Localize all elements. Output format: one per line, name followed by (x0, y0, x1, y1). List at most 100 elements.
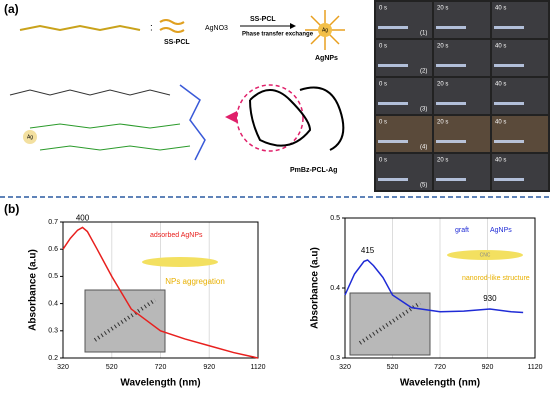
cnc-label: CNC (480, 252, 491, 258)
annotation: NPs aggregation (165, 277, 225, 286)
y-tick-label: 0.4 (330, 285, 340, 292)
x-tick-label: 920 (482, 364, 494, 371)
y-tick-label: 0.5 (330, 215, 340, 222)
composite-label: PmBz-PCL-Ag (290, 167, 337, 174)
vial-glow (494, 102, 524, 105)
x-tick-label: 320 (339, 364, 351, 371)
y-tick-label: 0.6 (48, 246, 58, 253)
photo-row-label: (1) (420, 31, 427, 37)
photo-time: 0 s (379, 44, 387, 50)
ss-pcl-chain (19, 24, 141, 32)
ag-core (23, 130, 37, 144)
y-axis-label: Absorbance (a.u) (28, 249, 39, 331)
photo-grid: 0 s 20 s 40 s (1) 0 s 20 s 40 s (2) 0 s 20 s 40 s (… (374, 0, 550, 192)
y-tick-label: 0.7 (48, 219, 58, 226)
photo-time: 20 s (437, 44, 448, 50)
photo-time: 20 s (437, 82, 448, 88)
network (299, 86, 345, 151)
vial-glow (436, 64, 466, 67)
photo (434, 154, 490, 190)
arrow-bottom: Phase transfer exchange (242, 32, 314, 38)
photo-time: 40 s (495, 158, 506, 164)
polymer-chain (9, 89, 171, 96)
polymer-chain (29, 123, 181, 129)
photo (434, 116, 490, 152)
x-tick-label: 1120 (527, 364, 542, 371)
annotation: graft (455, 227, 469, 234)
photo-row-label: (5) (420, 183, 427, 189)
y-axis-label: Absorbance (a.u) (310, 247, 321, 329)
photo (376, 116, 432, 152)
vial-glow (378, 140, 408, 143)
peak-label: 400 (76, 214, 90, 223)
polymer-chain (39, 145, 191, 151)
photo-time: 0 s (379, 6, 387, 12)
vial-glow (494, 178, 524, 181)
x-tick-label: 920 (203, 364, 215, 371)
plot-frame (62, 221, 259, 359)
arrowhead (290, 23, 296, 29)
photo-row-label: (3) (420, 107, 427, 113)
vial-glow (494, 64, 524, 67)
x-tick-label: 320 (57, 364, 69, 371)
photo (376, 78, 432, 114)
photo (376, 154, 432, 190)
photo (376, 2, 432, 38)
annotation: adsorbed AgNPs (150, 232, 203, 239)
y-tick-label: 0.2 (48, 355, 58, 362)
photo-time: 0 s (379, 158, 387, 164)
photo (376, 40, 432, 76)
x-tick-label: 520 (106, 364, 118, 371)
photo-time: 40 s (495, 82, 506, 88)
x-axis-label: Wavelength (nm) (120, 378, 200, 389)
x-tick-label: 720 (434, 364, 446, 371)
network (249, 89, 312, 147)
y-tick-label: 0.3 (48, 328, 58, 335)
photo-time: 40 s (495, 44, 506, 50)
core-label: Ag (27, 134, 33, 140)
x-axis-label: Wavelength (nm) (400, 378, 480, 389)
ag-core (318, 23, 332, 37)
tem-inset (84, 289, 166, 353)
photo (434, 40, 490, 76)
photo-time: 20 s (437, 6, 448, 12)
photo-row-label: (4) (420, 145, 427, 151)
peak-label: 415 (361, 246, 375, 255)
vial-glow (436, 178, 466, 181)
photo-time: 20 s (437, 120, 448, 126)
panel-label: (a) (4, 2, 19, 16)
benzoxazine (179, 84, 206, 161)
photo-time: 0 s (379, 120, 387, 126)
reagent-label: SS-PCL (164, 39, 190, 46)
photo-time: 40 s (495, 120, 506, 126)
photo-time: 0 s (379, 82, 387, 88)
annotation: AgNPs (490, 227, 512, 234)
vial-glow (494, 26, 524, 29)
arrow-top: SS-PCL (250, 16, 276, 23)
product-label: AgNPs (315, 55, 338, 62)
cnc-rod (142, 257, 218, 267)
tem-particles (93, 298, 157, 342)
core-label: Ag (322, 27, 328, 33)
peak-label: 930 (483, 294, 497, 303)
vial-glow (436, 140, 466, 143)
salt-label: AgNO3 (205, 25, 228, 32)
y-tick-label: 0.4 (48, 300, 58, 307)
x-tick-label: 1120 (250, 364, 265, 371)
photo (434, 78, 490, 114)
vial-glow (494, 140, 524, 143)
photo-row-label: (2) (420, 69, 427, 75)
vial-glow (378, 26, 408, 29)
x-tick-label: 520 (387, 364, 399, 371)
photo (492, 78, 548, 114)
vial-glow (436, 26, 466, 29)
panel-label: (b) (4, 202, 19, 216)
photo-time: 40 s (495, 6, 506, 12)
photo (492, 154, 548, 190)
cnc-rod (447, 250, 523, 260)
y-tick-label: 0.3 (330, 355, 340, 362)
vial-glow (378, 64, 408, 67)
y-tick-label: 0.5 (48, 273, 58, 280)
photo (492, 116, 548, 152)
